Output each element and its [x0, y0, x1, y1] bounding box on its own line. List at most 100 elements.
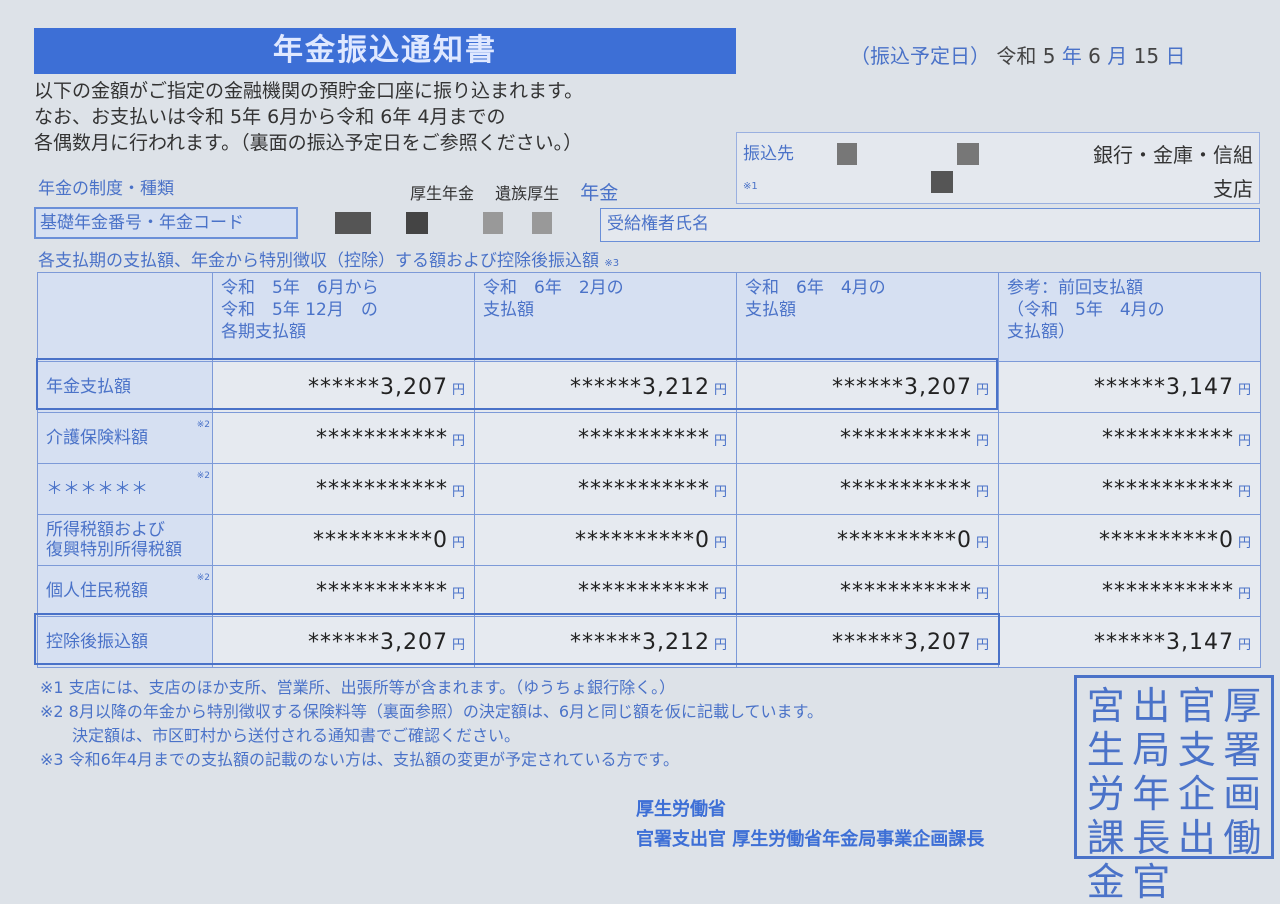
amount-cell: *********** 円	[736, 412, 999, 464]
document-title: 年金振込通知書	[34, 28, 736, 74]
amount-cell: **********0 円	[998, 514, 1261, 566]
payment-table: 令和 5年 6月から 令和 5年 12月 の 各期支払額 令和 6年 2月の 支払…	[37, 272, 1261, 668]
bank-types: 銀行・金庫・信組	[1093, 143, 1253, 167]
row-label: 所得税額および 復興特別所得税額	[37, 514, 213, 566]
yen-unit: 円	[451, 586, 466, 602]
seal-character: 生	[1086, 728, 1125, 772]
footnotes: ※1 支店には、支店のほか支所、営業所、出張所等が含まれます。（ゆうちょ銀行除く…	[40, 676, 823, 772]
seal-character: 画	[1223, 772, 1262, 816]
footnote: ※2 8月以降の年金から特別徴収する保険料等（裏面参照）の決定額は、6月と同じ額…	[40, 702, 823, 721]
column-header: 令和 6年 4月の 支払額	[736, 272, 999, 362]
yen-unit: 円	[975, 433, 990, 449]
date-unit: 日	[1165, 44, 1186, 68]
footnote: ※1 支店には、支店のほか支所、営業所、出張所等が含まれます。（ゆうちょ銀行除く…	[40, 678, 676, 697]
row-label-text: 介護保険料額	[46, 428, 148, 448]
amount-value: **********0	[574, 527, 710, 553]
amount-value: ******3,207	[308, 629, 448, 655]
yen-unit: 円	[451, 382, 466, 398]
column-header: 参考：前回支払額 （令和 5年 4月の 支払額）	[998, 272, 1261, 362]
amount-cell: ******3,212 円	[474, 361, 737, 413]
header-empty	[37, 272, 213, 362]
table-row: 個人住民税額 ※2 *********** 円 *********** 円 ********…	[37, 565, 1261, 617]
table-row: 控除後振込額 ******3,207 円 ******3,212 円 ******3,20…	[37, 616, 1261, 668]
row-note: ※2	[196, 573, 210, 583]
amount-value: **********0	[1098, 527, 1234, 553]
row-label-text: 控除後振込額	[46, 632, 148, 652]
amount-cell: **********0 円	[212, 514, 475, 566]
amount-cell: *********** 円	[474, 463, 737, 515]
amount-cell: *********** 円	[212, 565, 475, 617]
amount-value: **********0	[312, 527, 448, 553]
branch-label: 支店	[1213, 177, 1253, 201]
recipient-label: 受給権者氏名	[607, 214, 709, 234]
amount-cell: **********0 円	[736, 514, 999, 566]
seal-character: 働	[1223, 816, 1262, 860]
yen-unit: 円	[1237, 484, 1252, 500]
amount-value: ***********	[577, 425, 710, 451]
amount-value: ***********	[1101, 425, 1234, 451]
caption-text: 各支払期の支払額、年金から特別徴収（控除）する額および控除後振込額	[38, 251, 599, 271]
redacted-bank	[957, 143, 979, 165]
amount-value: ******3,207	[308, 374, 448, 400]
amount-cell: ******3,147 円	[998, 616, 1261, 668]
yen-unit: 円	[451, 637, 466, 653]
seal-character: 出	[1132, 684, 1171, 728]
yen-unit: 円	[975, 586, 990, 602]
amount-cell: *********** 円	[474, 565, 737, 617]
date-unit: 年	[1061, 44, 1082, 68]
redacted-branch	[931, 171, 953, 193]
row-note: ※2	[196, 420, 210, 430]
yen-unit: 円	[975, 535, 990, 551]
amount-cell: ******3,212 円	[474, 616, 737, 668]
yen-unit: 円	[975, 484, 990, 500]
bank-box: 振込先 ※1 銀行・金庫・信組 支店	[736, 132, 1260, 204]
amount-cell: *********** 円	[998, 463, 1261, 515]
row-label-text: 年金支払額	[46, 377, 131, 397]
amount-cell: ******3,207 円	[212, 361, 475, 413]
amount-value: ***********	[839, 425, 972, 451]
yen-unit: 円	[713, 484, 728, 500]
yen-unit: 円	[1237, 433, 1252, 449]
table-row: 年金支払額 ******3,207 円 ******3,212 円 ******3,207…	[37, 361, 1261, 413]
amount-value: ******3,207	[832, 374, 972, 400]
seal-character: 出	[1177, 816, 1216, 860]
seal-character: 課	[1086, 816, 1125, 860]
amount-value: ***********	[577, 476, 710, 502]
row-label-text: 個人住民税額	[46, 581, 148, 601]
yen-unit: 円	[713, 586, 728, 602]
caption-note: ※3	[604, 258, 620, 269]
column-header: 令和 6年 2月の 支払額	[474, 272, 737, 362]
yen-unit: 円	[975, 382, 990, 398]
issuer-officer: 官署支出官 厚生労働省年金局事業企画課長	[636, 829, 985, 850]
amount-cell: ******3,207 円	[736, 616, 999, 668]
intro-line: なお、お支払いは令和 5年 6月から令和 6年 4月までの	[34, 106, 506, 128]
table-row: 介護保険料額 ※2 *********** 円 *********** 円 ********…	[37, 412, 1261, 464]
issuer-ministry: 厚生労働省	[636, 799, 726, 820]
amount-cell: **********0 円	[474, 514, 737, 566]
yen-unit: 円	[451, 484, 466, 500]
seal-character: 支	[1177, 728, 1216, 772]
amount-value: ***********	[839, 578, 972, 604]
pension-type-label: 年金の制度・種類	[38, 179, 174, 199]
row-note: ※2	[196, 471, 210, 481]
date-era: 令和	[996, 44, 1037, 68]
table-header-row: 令和 5年 6月から 令和 5年 12月 の 各期支払額 令和 6年 2月の 支払…	[37, 272, 1261, 362]
row-label: 控除後振込額	[37, 616, 213, 668]
pension-type-value: 年金	[580, 182, 619, 204]
seal-character: 官	[1177, 684, 1216, 728]
seal-character: 年	[1132, 772, 1171, 816]
yen-unit: 円	[1237, 637, 1252, 653]
issuer: 厚生労働省 官署支出官 厚生労働省年金局事業企画課長	[636, 795, 984, 855]
seal-character: 長	[1132, 816, 1171, 860]
seal-character: 局	[1132, 728, 1171, 772]
date-unit: 月	[1107, 44, 1128, 68]
redacted-bank	[837, 143, 857, 165]
amount-value: ******3,207	[832, 629, 972, 655]
amount-value: ***********	[315, 476, 448, 502]
amount-value: ******3,147	[1094, 629, 1234, 655]
seal-character: 労	[1086, 772, 1125, 816]
yen-unit: 円	[713, 382, 728, 398]
row-label: ＊＊＊＊＊＊ ※2	[37, 463, 213, 515]
amount-value: ******3,212	[570, 374, 710, 400]
yen-unit: 円	[1237, 382, 1252, 398]
